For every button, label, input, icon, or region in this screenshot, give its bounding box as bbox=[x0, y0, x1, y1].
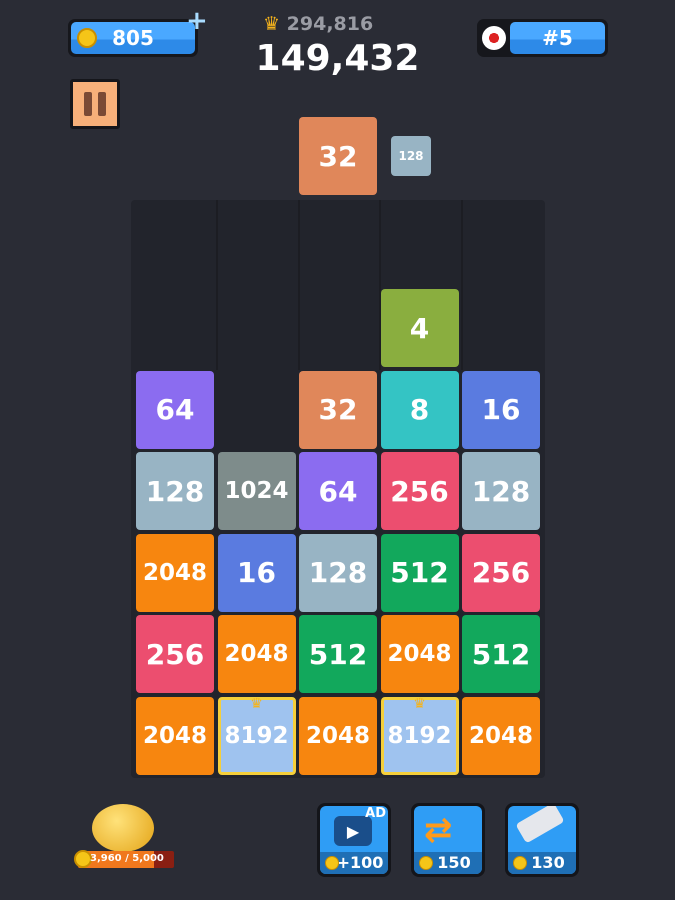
piggy-bank-icon bbox=[92, 804, 154, 852]
video-play-icon: ▶ bbox=[334, 816, 372, 846]
hammer-icon bbox=[515, 806, 565, 844]
add-coins-button[interactable]: + bbox=[186, 6, 208, 36]
tile-256: 256 bbox=[462, 533, 540, 612]
tile-2048: 2048 bbox=[462, 696, 540, 775]
best-score: ♛ 294,816 bbox=[263, 13, 374, 35]
tile-512: 512 bbox=[299, 615, 377, 693]
tile-2048: 2048 bbox=[299, 696, 377, 775]
ad-badge: AD bbox=[365, 806, 386, 821]
column-divider bbox=[461, 200, 463, 370]
tile-512: 512 bbox=[462, 615, 540, 693]
tile-256: 256 bbox=[380, 452, 459, 530]
swap-button[interactable]: ⇄ 150 bbox=[411, 803, 485, 877]
tile-256: 256 bbox=[136, 615, 214, 693]
column-divider bbox=[298, 200, 300, 370]
coin-icon bbox=[325, 856, 339, 870]
tile-2048: 2048 bbox=[136, 696, 214, 775]
tile-16: 16 bbox=[462, 370, 540, 449]
tile-32: 32 bbox=[299, 370, 377, 449]
tile-128: 128 bbox=[299, 533, 377, 612]
crown-icon: ♛ bbox=[250, 695, 263, 712]
coin-icon bbox=[77, 28, 97, 48]
tile-1024: 1024 bbox=[217, 452, 296, 530]
tile-2048: 2048 bbox=[380, 615, 459, 693]
piggy-progress: 3,960 / 5,000 bbox=[90, 853, 164, 864]
tile-2048: 2048 bbox=[217, 615, 296, 693]
coin-balance[interactable]: 805 bbox=[68, 19, 198, 57]
current-score: 149,432 bbox=[255, 38, 420, 79]
crown-icon: ♛ bbox=[263, 13, 281, 35]
coin-icon bbox=[419, 856, 433, 870]
tile-128: 128 bbox=[136, 452, 214, 530]
next-tile: 32 bbox=[299, 117, 377, 195]
hammer-button[interactable]: 130 bbox=[505, 803, 579, 877]
coin-icon bbox=[74, 850, 92, 868]
column-divider bbox=[216, 200, 218, 370]
column-divider bbox=[379, 200, 381, 370]
pause-button[interactable] bbox=[70, 79, 120, 129]
tile-8192: ♛ 8192 bbox=[217, 695, 296, 775]
tile-8192: ♛ 8192 bbox=[380, 695, 459, 775]
rank-value: #5 bbox=[542, 26, 573, 50]
coin-icon bbox=[513, 856, 527, 870]
tile-512: 512 bbox=[380, 533, 459, 612]
piggy-bank[interactable]: 3,960 / 5,000 bbox=[74, 800, 174, 872]
tile-2048: 2048 bbox=[136, 533, 214, 612]
korea-flag-icon bbox=[482, 26, 506, 50]
tile-8: 8 bbox=[380, 370, 459, 449]
coin-count: 805 bbox=[112, 26, 154, 50]
tile-64: 64 bbox=[299, 452, 377, 530]
tile-128: 128 bbox=[462, 452, 540, 530]
swap-arrows-icon: ⇄ bbox=[424, 810, 453, 850]
watch-ad-button[interactable]: ▶ AD +100 bbox=[317, 803, 391, 877]
rank-badge[interactable]: #5 bbox=[477, 19, 608, 57]
tile-64: 64 bbox=[136, 370, 214, 449]
crown-icon: ♛ bbox=[413, 695, 426, 712]
tile-4: 4 bbox=[380, 289, 459, 367]
upcoming-tile: 128 bbox=[391, 136, 431, 176]
tile-16: 16 bbox=[217, 533, 296, 612]
